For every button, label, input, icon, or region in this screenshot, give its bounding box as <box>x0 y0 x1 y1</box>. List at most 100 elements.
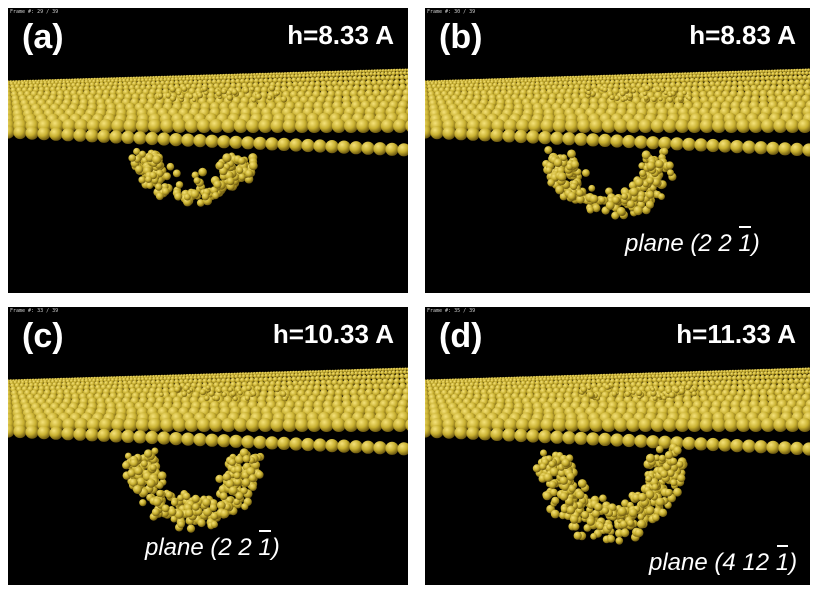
atom <box>575 490 585 500</box>
atom <box>629 187 639 197</box>
atom <box>343 375 349 381</box>
atom <box>557 172 567 182</box>
atom <box>566 472 575 481</box>
atom <box>165 491 173 499</box>
atom <box>282 376 288 382</box>
atom <box>678 97 683 102</box>
atom <box>158 93 164 99</box>
atom <box>8 424 15 438</box>
atom <box>640 374 645 379</box>
atom <box>766 440 780 454</box>
atom <box>789 71 795 76</box>
atom <box>399 370 404 375</box>
atom <box>551 496 560 505</box>
atom <box>590 533 597 540</box>
atom <box>617 76 622 81</box>
atom <box>378 69 382 73</box>
atom <box>662 395 667 401</box>
atom <box>335 72 340 78</box>
atom <box>364 368 368 372</box>
atom <box>395 367 399 371</box>
atom <box>172 119 187 133</box>
atom <box>677 474 686 483</box>
atom <box>407 103 408 109</box>
atom <box>639 169 647 177</box>
atom <box>773 69 777 73</box>
atom <box>737 73 742 78</box>
atom <box>734 70 738 74</box>
atom <box>730 73 735 78</box>
atom <box>170 515 178 523</box>
atom <box>61 128 75 142</box>
atom <box>778 142 792 156</box>
atom <box>378 368 382 372</box>
atom <box>745 76 752 82</box>
atom <box>795 367 799 371</box>
atom <box>655 75 660 80</box>
atom <box>294 373 299 378</box>
atom <box>398 367 402 371</box>
atom <box>184 193 191 201</box>
atom-scene-d <box>425 367 810 545</box>
atom <box>202 86 208 92</box>
atom <box>748 418 763 432</box>
atom <box>516 418 530 432</box>
atom <box>634 434 648 448</box>
plane-prefix: plane (2 2 <box>145 534 259 561</box>
atom <box>313 139 327 153</box>
atom <box>135 119 150 133</box>
atom <box>399 74 405 81</box>
atom <box>776 378 784 386</box>
atom <box>234 478 242 486</box>
atom <box>664 451 674 460</box>
atom <box>720 370 724 374</box>
panel-d: Frame #: 35 / 39 (d) h=11.33 A plane (4 … <box>425 307 810 585</box>
atom <box>337 80 344 87</box>
atom <box>760 371 765 376</box>
atom <box>637 394 642 400</box>
atom <box>762 69 766 73</box>
atom <box>135 165 144 174</box>
atom <box>724 418 739 432</box>
atom <box>392 68 396 72</box>
atom <box>206 385 211 390</box>
atom <box>234 75 239 80</box>
atom <box>233 418 248 432</box>
atom <box>203 90 209 96</box>
atom <box>222 153 232 163</box>
atom <box>762 368 766 372</box>
atom <box>731 369 735 373</box>
atom <box>745 70 749 74</box>
atom <box>645 475 653 483</box>
atom <box>222 392 227 397</box>
atom <box>502 428 516 442</box>
atom <box>320 73 325 78</box>
atom <box>264 74 269 79</box>
atom <box>294 74 299 79</box>
atom <box>220 509 230 519</box>
atom <box>295 119 309 133</box>
atom <box>728 369 732 374</box>
atom <box>586 432 600 446</box>
atom <box>717 370 721 374</box>
atom <box>325 70 329 74</box>
atom <box>430 425 444 439</box>
atom <box>394 373 400 380</box>
atom <box>221 88 227 95</box>
atom <box>342 70 346 74</box>
atom <box>182 492 191 501</box>
atom <box>598 432 612 446</box>
atom <box>216 501 226 510</box>
atom <box>294 370 298 374</box>
atom <box>387 69 391 73</box>
atom <box>185 509 194 518</box>
atom <box>322 369 326 374</box>
atom <box>169 86 176 93</box>
atom <box>666 374 671 379</box>
atom <box>213 395 220 402</box>
atom <box>801 367 805 371</box>
atom <box>675 377 681 383</box>
atom <box>268 85 276 92</box>
atom <box>737 369 741 373</box>
atom <box>759 69 763 74</box>
